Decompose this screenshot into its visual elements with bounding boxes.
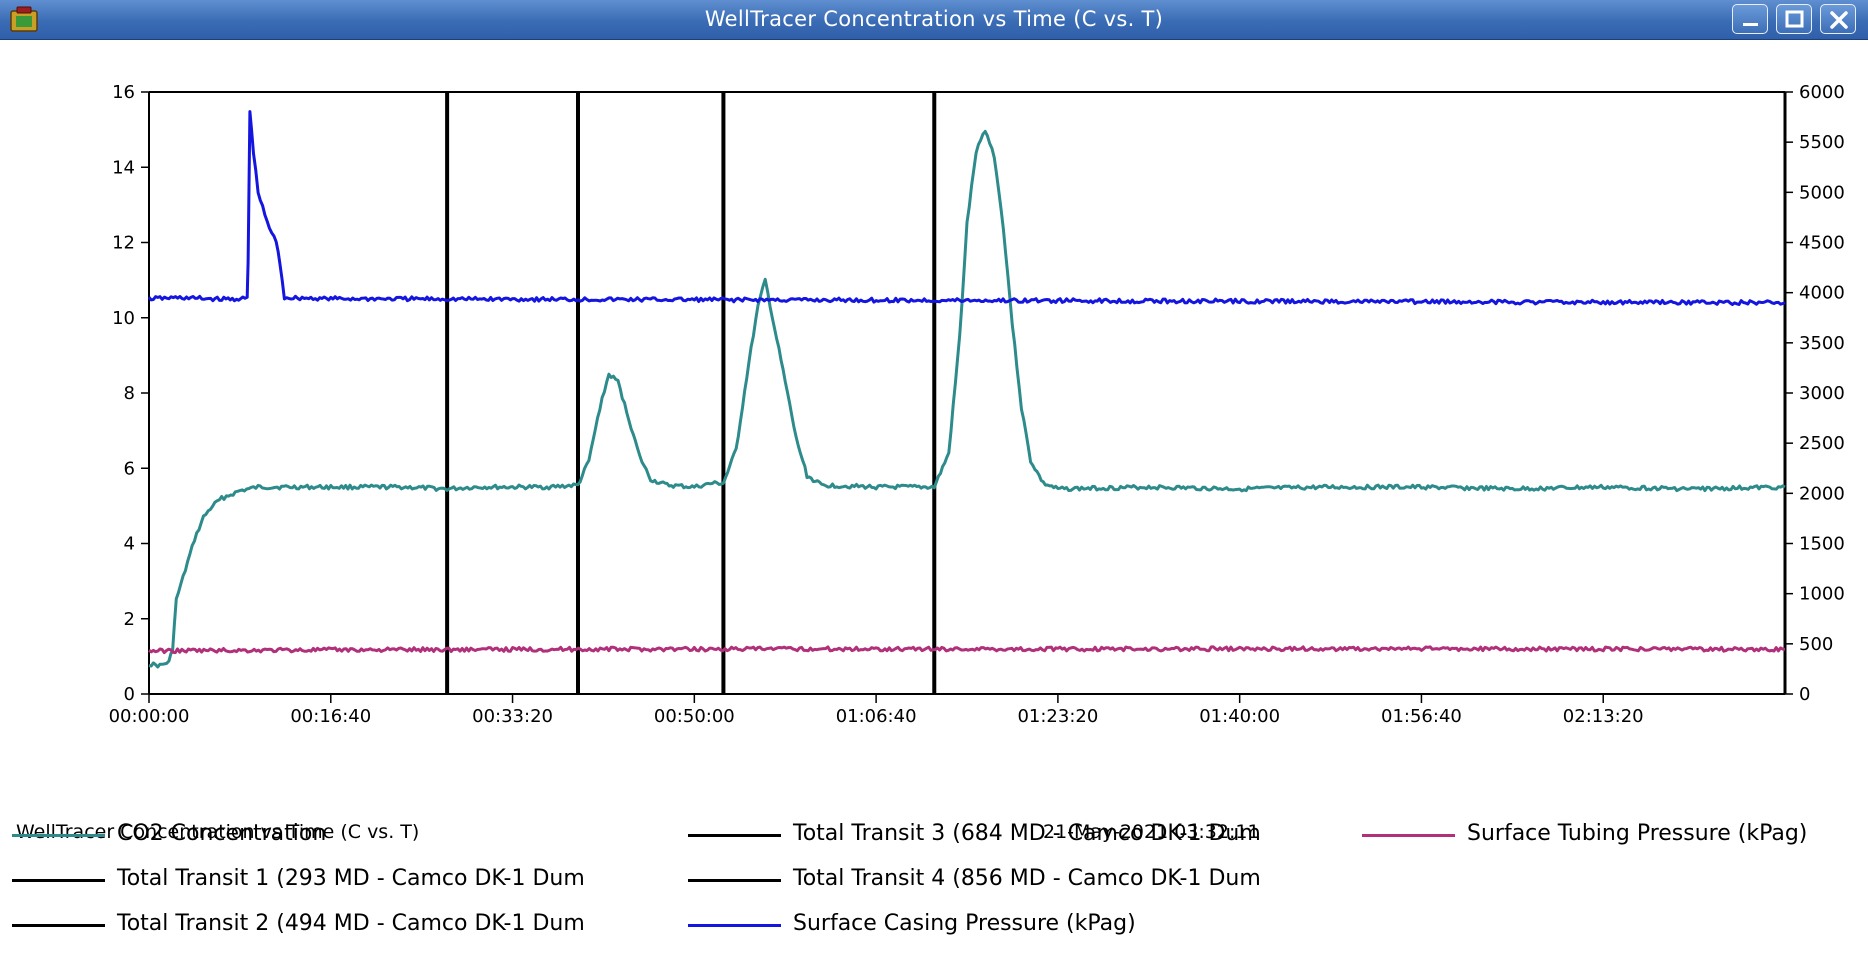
y-left-tick-label: 2 [124,609,135,630]
y-left-tick-label: 10 [112,308,135,329]
legend-label: Total Transit 2 (494 MD - Camco DK-1 Dum [117,911,585,936]
y-left-tick-label: 0 [124,684,135,705]
footer-chart-title: WellTracer Concentration vs Time (C vs. … [16,821,420,843]
y-left-tick-label: 6 [124,458,135,479]
y-right-tick-label: 2000 [1799,483,1845,504]
legend-swatch [688,924,781,927]
x-tick-label: 00:33:20 [472,706,553,727]
y-left-tick-label: 14 [112,157,135,178]
minimize-icon [1743,23,1758,26]
x-tick-label: 02:13:20 [1563,706,1644,727]
y-left-tick-label: 4 [124,534,135,555]
legend-swatch [688,834,781,837]
series-line-surface-casing-pressure [147,110,1786,306]
y-left-tick-label: 8 [124,383,135,404]
y-left-tick-label: 12 [112,233,135,254]
legend-label: Surface Casing Pressure (kPag) [793,911,1136,936]
series-line-co2-concentration [148,129,1786,669]
chart-panel: 0 2 4 6 8 10 12 14 16 0 500 1000 1500 2000 2500 3000 350… [0,40,1868,966]
y-right-tick-label: 3500 [1799,333,1845,354]
y-right-tick-label: 4000 [1799,283,1845,304]
legend-swatch [688,879,781,882]
legend-swatch [1362,834,1455,837]
y-right-tick-label: 1000 [1799,584,1845,605]
x-tick-label: 01:40:00 [1199,706,1280,727]
x-tick-label: 00:50:00 [654,706,735,727]
y-right-tick-label: 5000 [1799,182,1845,203]
window-title: WellTracer Concentration vs Time (C vs. … [704,7,1164,31]
legend-label: Total Transit 4 (856 MD - Camco DK-1 Dum [793,866,1261,891]
app-icon [10,6,38,32]
legend-label: CO2 Concentration [117,821,327,846]
close-icon [1830,11,1848,29]
y-right-tick-label: 2500 [1799,433,1845,454]
y-left-tick-label: 16 [112,82,135,103]
minimize-button[interactable] [1732,4,1768,34]
y-right-tick-label: 4500 [1799,233,1845,254]
y-right-tick-label: 1500 [1799,534,1845,555]
y-right-tick-label: 5500 [1799,132,1845,153]
x-tick-label: 00:16:40 [290,706,371,727]
y-right-tick-label: 0 [1799,684,1810,705]
legend-swatch [12,879,105,882]
legend-swatch [12,834,105,837]
close-button[interactable] [1820,4,1856,34]
legend-swatch [12,924,105,927]
x-tick-label: 00:00:00 [109,706,190,727]
series-line-surface-tubing-pressure [148,645,1786,655]
x-tick-label: 01:23:20 [1017,706,1098,727]
legend-label: Surface Tubing Pressure (kPag) [1467,821,1808,846]
legend-label: Total Transit 3 (684 MD - Camco DK-1 Dum [793,821,1261,846]
y-right-tick-label: 3000 [1799,383,1845,404]
window-titlebar[interactable]: WellTracer Concentration vs Time (C vs. … [0,0,1868,40]
x-tick-label: 01:56:40 [1381,706,1462,727]
y-right-tick-label: 500 [1799,634,1833,655]
maximize-icon [1785,10,1804,28]
legend-label: Total Transit 1 (293 MD - Camco DK-1 Dum [117,866,585,891]
maximize-button[interactable] [1776,4,1812,34]
y-right-tick-label: 6000 [1799,82,1845,103]
footer-timestamp: 21-May-2021 03:32:11 [1043,821,1260,843]
x-tick-label: 01:06:40 [836,706,917,727]
chart: 0 2 4 6 8 10 12 14 16 0 500 1000 1500 2000 2500 3000 350… [109,82,1845,727]
